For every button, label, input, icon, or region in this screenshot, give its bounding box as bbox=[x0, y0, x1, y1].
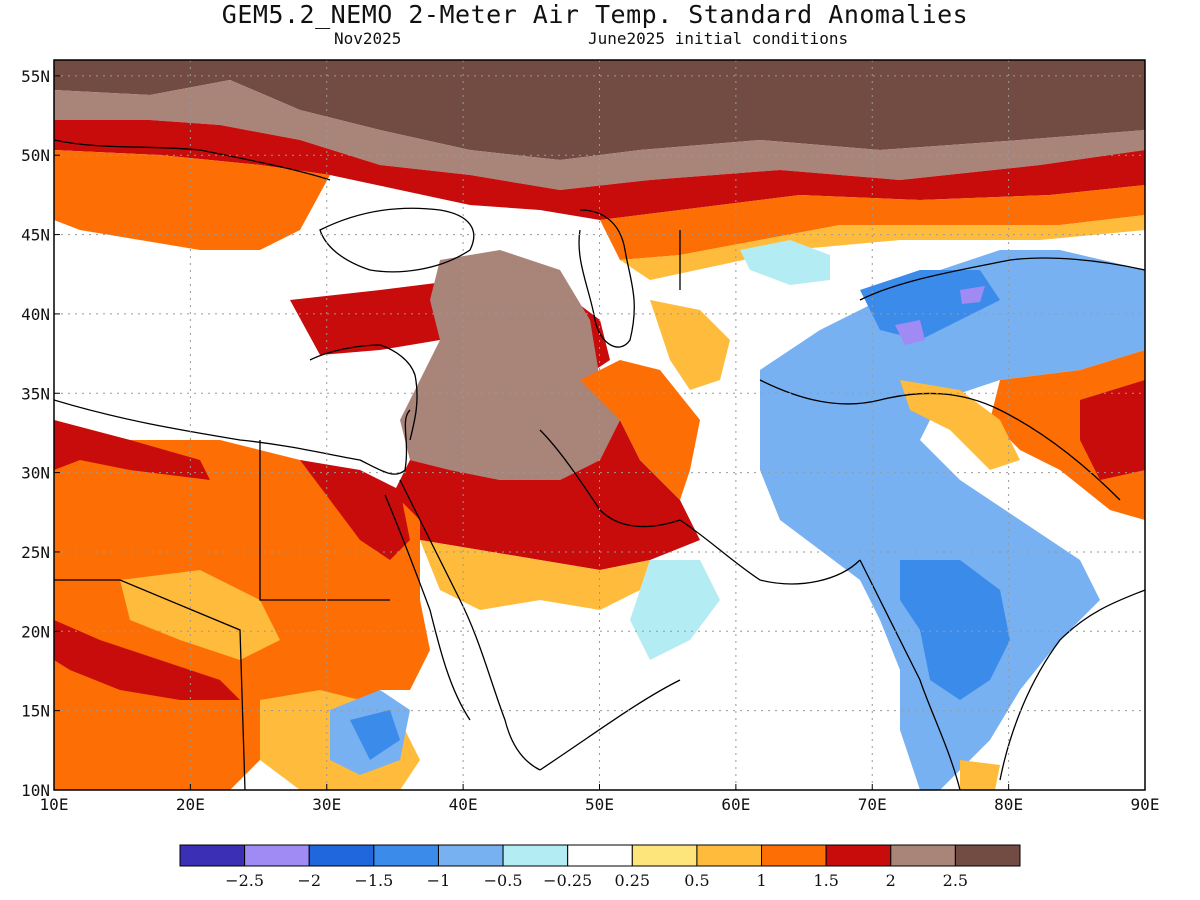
lon-label: 10E bbox=[40, 795, 69, 814]
colorbar-swatch bbox=[437, 844, 504, 867]
north-africa-coast bbox=[54, 399, 411, 475]
lat-label: 45N bbox=[21, 226, 50, 245]
lat-label: 55N bbox=[21, 67, 50, 86]
colorbar-swatch bbox=[825, 844, 892, 867]
colorbar-swatch bbox=[179, 844, 246, 867]
anomaly-arabia-north bbox=[390, 420, 700, 570]
anomaly-deccan bbox=[900, 560, 1010, 700]
anomaly-kazakh-cool bbox=[740, 240, 830, 285]
europe-border-north bbox=[54, 139, 331, 181]
black-sea bbox=[319, 207, 475, 273]
yemen-coast bbox=[539, 679, 681, 771]
anomaly-band-0p5 bbox=[620, 215, 1145, 280]
egypt-libya-border bbox=[259, 440, 390, 601]
turkey-south-coast bbox=[309, 344, 418, 441]
colorbar-label: 1 bbox=[756, 871, 766, 890]
lon-label: 60E bbox=[721, 795, 750, 814]
colorbar-label: 2.5 bbox=[943, 871, 968, 890]
longitude-labels: 10E 20E 30E 40E 50E 60E 70E 80E 90E bbox=[40, 784, 1160, 814]
anomaly-tibet-min bbox=[960, 286, 985, 304]
anomaly-levant bbox=[400, 250, 620, 480]
red-sea-east bbox=[399, 479, 541, 771]
colorbar-swatch bbox=[954, 844, 1021, 867]
anomaly-nepal-warm bbox=[1080, 380, 1145, 480]
anomaly-egypt bbox=[300, 460, 410, 560]
anomaly-pamir-min bbox=[895, 320, 925, 345]
red-sea-west bbox=[384, 494, 471, 721]
colorbar-labels: −2.5 −2 −1.5 −1 −0.5 −0.25 0.25 0.5 1 1.5 2 2.5 bbox=[225, 871, 968, 890]
lat-label: 35N bbox=[21, 384, 50, 403]
lat-label: 25N bbox=[21, 543, 50, 562]
arabian-sea-north bbox=[679, 519, 861, 585]
anomaly-iran-west bbox=[580, 360, 700, 500]
lat-label: 20N bbox=[21, 622, 50, 641]
lon-label: 40E bbox=[449, 795, 478, 814]
lat-label: 50N bbox=[21, 146, 50, 165]
chad-border bbox=[54, 579, 246, 790]
india-west-coast bbox=[859, 559, 961, 790]
colorbar-label: 0.25 bbox=[614, 871, 650, 890]
colorbar-label: −1 bbox=[427, 871, 451, 890]
colorbar-swatch bbox=[761, 844, 827, 867]
anomaly-himalaya-warm bbox=[900, 380, 1020, 470]
colorbar-swatch bbox=[244, 844, 310, 867]
colorbar-label: −2 bbox=[297, 871, 321, 890]
colorbar-label: 1.5 bbox=[813, 871, 838, 890]
anomaly-ethiopia-core bbox=[350, 710, 400, 760]
colorbar-swatch bbox=[890, 844, 956, 867]
anomaly-india-cool bbox=[760, 250, 1145, 790]
colorbar-swatch bbox=[696, 844, 763, 867]
himalaya-border bbox=[759, 379, 1121, 501]
lon-label: 30E bbox=[312, 795, 341, 814]
colorbar-swatch bbox=[502, 844, 569, 867]
colorbar-swatch bbox=[567, 844, 633, 867]
colorbar-label: 0.5 bbox=[684, 871, 709, 890]
initial-conditions: June2025 initial conditions bbox=[588, 29, 849, 48]
colorbar-label: −2.5 bbox=[225, 871, 264, 890]
lat-label: 15N bbox=[21, 702, 50, 721]
anomaly-srilanka bbox=[960, 760, 1000, 790]
colorbar-label: −0.25 bbox=[543, 871, 592, 890]
colorbar-swatch bbox=[373, 844, 439, 867]
china-border bbox=[859, 257, 1145, 301]
colorbar-label: −0.5 bbox=[484, 871, 523, 890]
anomaly-sahel bbox=[54, 620, 240, 700]
lat-label: 30N bbox=[21, 464, 50, 483]
colorbar-swatch bbox=[631, 844, 698, 867]
lat-label: 40N bbox=[21, 305, 50, 324]
anomaly-libya bbox=[54, 420, 210, 480]
colorbar-label: −1.5 bbox=[354, 871, 393, 890]
latitude-labels: 10N 15N 20N 25N 30N 35N 40N 45N 50N 55N bbox=[21, 67, 60, 800]
lat-label: 10N bbox=[21, 781, 50, 800]
anomaly-band-2 bbox=[54, 80, 1145, 190]
lon-label: 70E bbox=[858, 795, 887, 814]
anomaly-iran-north bbox=[650, 300, 730, 390]
caspian-sea bbox=[578, 209, 635, 348]
gridlines bbox=[54, 60, 1145, 790]
lon-label: 80E bbox=[994, 795, 1023, 814]
anomaly-europe-east bbox=[54, 150, 330, 250]
forecast-month: Nov2025 bbox=[334, 29, 402, 48]
anomaly-oman-cool bbox=[630, 560, 720, 660]
india-east-coast bbox=[999, 589, 1145, 781]
lon-label: 50E bbox=[585, 795, 614, 814]
anomaly-arabia-mid bbox=[420, 540, 650, 610]
lon-label: 90E bbox=[1131, 795, 1160, 814]
colorbar-label: 2 bbox=[886, 871, 896, 890]
lon-label: 20E bbox=[176, 795, 205, 814]
colorbar bbox=[179, 844, 1021, 867]
colorbar-swatch bbox=[308, 844, 375, 867]
chart-title: GEM5.2_NEMO 2-Meter Air Temp. Standard A… bbox=[221, 0, 969, 29]
anomaly-tienshan bbox=[860, 270, 1000, 340]
